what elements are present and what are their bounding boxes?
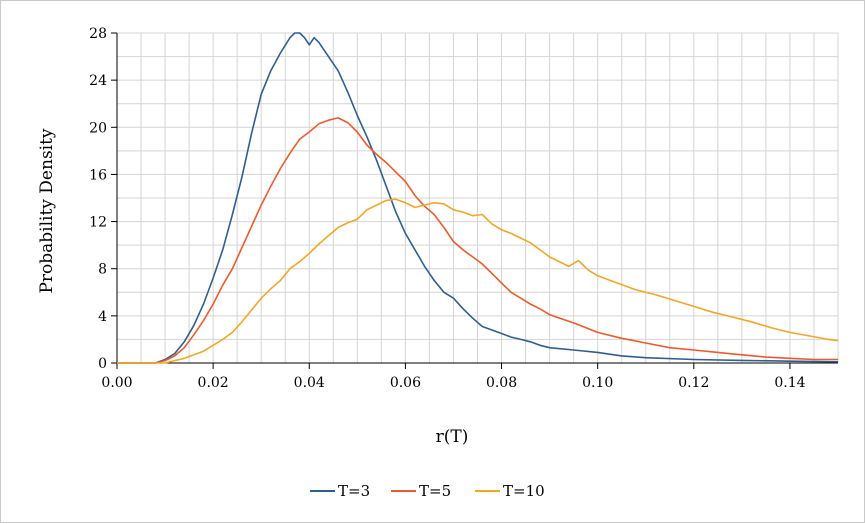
y-tick-label: 20 bbox=[89, 120, 107, 136]
legend-label-t3: T=3 bbox=[338, 482, 370, 500]
series-line-t10 bbox=[117, 198, 839, 364]
y-tick-label: 0 bbox=[98, 356, 107, 372]
y-tick-label: 4 bbox=[98, 309, 107, 325]
y-tick-label: 12 bbox=[89, 215, 107, 231]
x-tick-label: 0.04 bbox=[294, 375, 325, 391]
x-tick-label: 0.14 bbox=[774, 375, 805, 391]
series-lines bbox=[117, 32, 839, 364]
legend-label-t5: T=5 bbox=[419, 482, 451, 500]
series-line-t3 bbox=[117, 32, 839, 364]
legend-label-t10: T=10 bbox=[503, 482, 545, 500]
x-tick-label: 0.08 bbox=[486, 375, 517, 391]
tick-labels: 0.00 0.02 0.04 0.06 0.08 0.10 0.12 0.14 0 4 8 12 16 2… bbox=[89, 26, 805, 391]
x-tick-label: 0.02 bbox=[198, 375, 229, 391]
y-tick-label: 24 bbox=[89, 73, 107, 89]
y-axis-title: Probability Density bbox=[37, 128, 57, 293]
y-tick-label: 8 bbox=[98, 262, 107, 278]
axes bbox=[111, 32, 838, 369]
gridlines bbox=[116, 32, 839, 364]
legend: T=3 T=5 T=10 bbox=[310, 482, 545, 500]
series-line-t5 bbox=[117, 117, 838, 364]
x-tick-label: 0.00 bbox=[101, 375, 132, 391]
x-tick-label: 0.10 bbox=[582, 375, 613, 391]
x-tick-label: 0.12 bbox=[678, 375, 709, 391]
x-tick-label: 0.06 bbox=[390, 375, 421, 391]
y-tick-label: 16 bbox=[89, 167, 107, 183]
y-tick-label: 28 bbox=[89, 26, 107, 42]
x-axis-title: r(T) bbox=[436, 427, 469, 447]
